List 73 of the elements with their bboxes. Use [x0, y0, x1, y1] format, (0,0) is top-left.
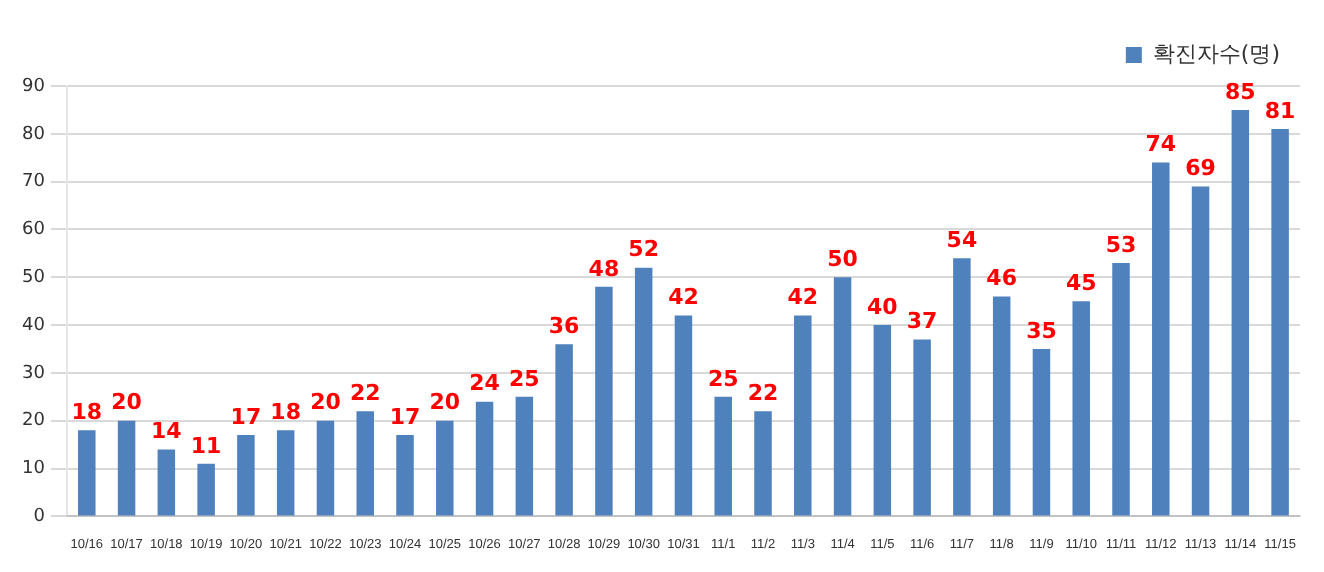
data-label: 25	[509, 365, 540, 392]
data-label: 35	[1026, 317, 1057, 344]
bar	[78, 430, 96, 516]
data-label: 22	[349, 379, 381, 406]
bar	[913, 339, 931, 516]
y-tick-label: 60	[22, 220, 46, 241]
data-label: 11	[190, 432, 222, 459]
data-label: 37	[906, 308, 938, 335]
data-label: 17	[389, 403, 421, 430]
data-label: 42	[787, 284, 819, 311]
data-label: 69	[1185, 155, 1216, 182]
y-tick-label: 90	[22, 76, 46, 97]
bar	[833, 277, 852, 516]
bar	[674, 315, 693, 516]
bar	[237, 435, 255, 516]
bar	[197, 463, 215, 516]
y-tick-label: 50	[22, 267, 46, 288]
bar	[436, 420, 454, 516]
bar	[157, 449, 176, 516]
y-tick-label: 70	[22, 172, 46, 193]
bar	[634, 267, 653, 516]
data-label: 81	[1264, 97, 1296, 124]
data-label: 17	[230, 403, 262, 430]
data-label: 46	[986, 265, 1018, 292]
bar	[396, 435, 414, 516]
bar	[754, 411, 772, 516]
bar	[1072, 301, 1090, 516]
legend-label: 확진자수(명)	[1152, 40, 1281, 67]
data-label: 20	[310, 389, 342, 416]
bar	[1271, 129, 1289, 516]
bar	[316, 420, 335, 516]
y-tick-label: 0	[33, 507, 46, 528]
bar	[1191, 186, 1210, 516]
data-label: 20	[429, 389, 461, 416]
bar	[953, 258, 971, 516]
data-label: 18	[270, 399, 301, 426]
data-label: 74	[1145, 131, 1177, 158]
y-tick-label: 30	[22, 363, 46, 384]
bar	[356, 411, 374, 516]
data-label: 14	[151, 418, 183, 445]
bar	[1152, 162, 1170, 516]
bar	[1112, 262, 1130, 516]
data-label: 53	[1105, 231, 1137, 258]
bar	[714, 396, 732, 516]
data-label: 52	[628, 236, 659, 263]
bar	[992, 296, 1011, 516]
data-label: 18	[71, 399, 103, 426]
data-label: 42	[668, 284, 699, 311]
data-label: 24	[469, 370, 501, 397]
y-tick-label: 10	[22, 459, 46, 480]
y-tick-label: 80	[22, 124, 46, 145]
bar	[595, 286, 613, 516]
bar	[873, 325, 892, 516]
bar	[276, 430, 295, 516]
y-tick-label: 40	[22, 315, 46, 336]
data-label: 40	[867, 293, 899, 320]
data-label: 85	[1225, 78, 1256, 105]
y-tick-label: 20	[22, 411, 46, 432]
data-label: 48	[588, 255, 620, 282]
data-label: 25	[707, 365, 739, 392]
bar	[1032, 349, 1051, 516]
data-label: 22	[747, 379, 779, 406]
bar	[117, 420, 136, 516]
data-label: 36	[548, 312, 581, 339]
data-label: 54	[946, 226, 978, 253]
bar	[555, 344, 573, 516]
data-label: 45	[1065, 269, 1097, 296]
data-label: 50	[827, 246, 859, 273]
bar	[475, 401, 494, 516]
data-label: 20	[111, 389, 143, 416]
bar	[1231, 109, 1250, 516]
bar	[515, 396, 534, 516]
bar	[794, 315, 812, 516]
